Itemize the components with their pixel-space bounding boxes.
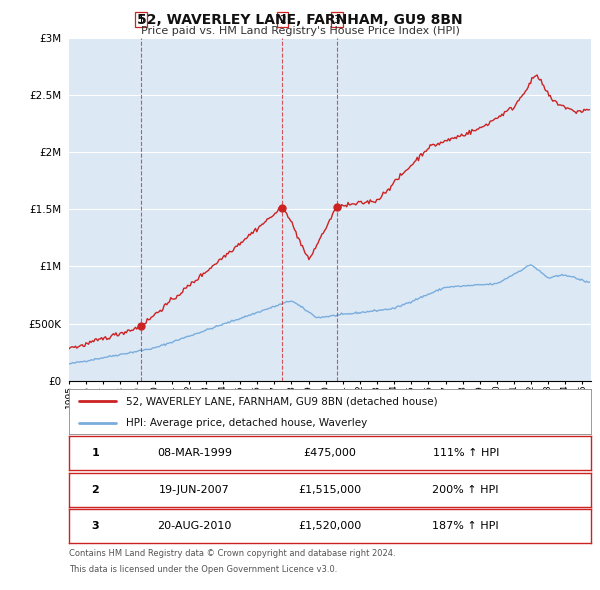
Text: Price paid vs. HM Land Registry's House Price Index (HPI): Price paid vs. HM Land Registry's House … <box>140 26 460 36</box>
Text: 2: 2 <box>279 15 286 25</box>
Text: Contains HM Land Registry data © Crown copyright and database right 2024.: Contains HM Land Registry data © Crown c… <box>69 549 395 558</box>
Text: 20-AUG-2010: 20-AUG-2010 <box>157 522 232 531</box>
Text: 200% ↑ HPI: 200% ↑ HPI <box>433 485 499 494</box>
Text: 3: 3 <box>91 522 99 531</box>
Text: 3: 3 <box>334 15 340 25</box>
Text: 08-MAR-1999: 08-MAR-1999 <box>157 448 232 458</box>
Text: 2: 2 <box>91 485 99 494</box>
Text: 111% ↑ HPI: 111% ↑ HPI <box>433 448 499 458</box>
Text: 1: 1 <box>137 15 144 25</box>
Text: 19-JUN-2007: 19-JUN-2007 <box>159 485 230 494</box>
Text: 52, WAVERLEY LANE, FARNHAM, GU9 8BN: 52, WAVERLEY LANE, FARNHAM, GU9 8BN <box>137 13 463 27</box>
Text: This data is licensed under the Open Government Licence v3.0.: This data is licensed under the Open Gov… <box>69 565 337 574</box>
Text: 1: 1 <box>91 448 99 458</box>
Text: £1,520,000: £1,520,000 <box>298 522 362 531</box>
Text: £475,000: £475,000 <box>304 448 356 458</box>
Text: 52, WAVERLEY LANE, FARNHAM, GU9 8BN (detached house): 52, WAVERLEY LANE, FARNHAM, GU9 8BN (det… <box>127 396 438 407</box>
Text: HPI: Average price, detached house, Waverley: HPI: Average price, detached house, Wave… <box>127 418 368 428</box>
Text: 187% ↑ HPI: 187% ↑ HPI <box>433 522 499 531</box>
Text: £1,515,000: £1,515,000 <box>298 485 362 494</box>
